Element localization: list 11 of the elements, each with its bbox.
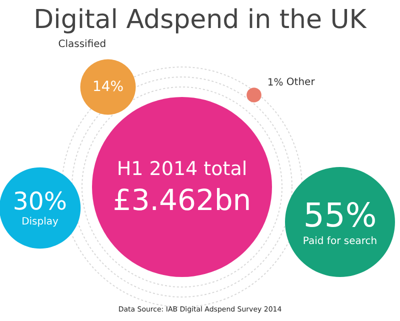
text: Digital Adspend in the UK [34, 5, 368, 35]
category-label: Classified [58, 38, 106, 50]
category-label: Display [22, 216, 59, 228]
category-label: Paid for search [302, 236, 378, 247]
text: £3.462bn [112, 183, 252, 217]
text: H1 2014 total [116, 158, 248, 180]
data-label: 55% [303, 196, 377, 234]
data-label: 1% [267, 78, 284, 88]
category-label: Other [286, 77, 316, 88]
data-label: 30% [12, 186, 68, 216]
data-label: 14% [92, 79, 124, 95]
